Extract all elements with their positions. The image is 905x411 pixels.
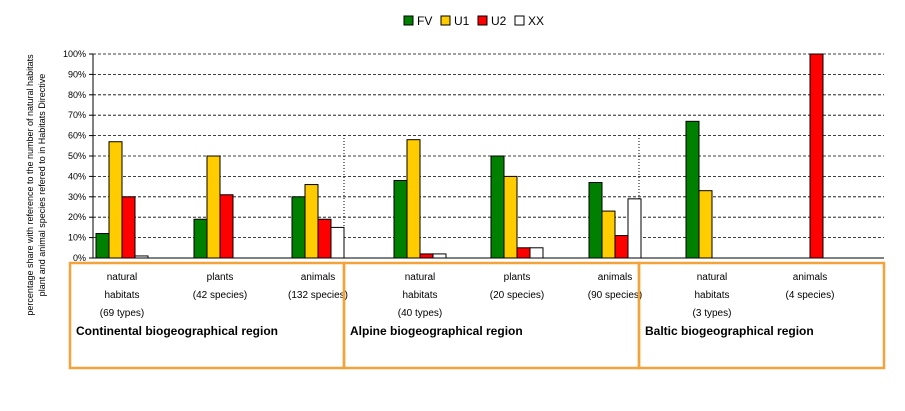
bar-u1-r1-g1 [108, 141, 123, 259]
legend-label-xx: XX [528, 14, 544, 28]
group-label: habitats [694, 290, 729, 301]
bar-u1-r2-g3 [601, 210, 616, 259]
group-label: animals [301, 272, 335, 283]
bar-u2-r1-g3 [317, 218, 332, 259]
legend-swatch-fv [403, 15, 414, 26]
y-tick-label: 30% [68, 192, 86, 202]
bar-u2-r1-g1 [121, 196, 136, 259]
bar-u2-r2-g1 [419, 253, 434, 259]
bar-u1-r2-g2 [503, 175, 518, 259]
bar-fv-r2-g1 [393, 179, 408, 259]
region-name: Continental biogeographical region [76, 324, 278, 338]
legend-swatch-u2 [477, 15, 488, 26]
y-axis-ticks: 0% 10% 20% 30% 40% 50% 60% 70% 80% 90% 100% [63, 49, 93, 263]
bar-xx-r1-g3 [330, 226, 345, 259]
y-tick-label: 100% [63, 49, 86, 59]
y-axis-label-line-2: plant and animal species refered to in H… [37, 74, 47, 297]
bar-fv-r1-g1 [95, 233, 110, 259]
y-tick-label: 60% [68, 131, 86, 141]
y-tick-label: 0% [73, 253, 86, 263]
group-label: plants [207, 272, 234, 283]
bar-xx-r2-g2 [529, 247, 544, 259]
bar-fv-r1-g2 [193, 218, 208, 259]
region-boxes: natural habitats (69 types) plants (42 speci… [68, 261, 886, 370]
legend-label-fv: FV [417, 14, 432, 28]
region-box-2 [342, 261, 641, 370]
bar-u2-r2-g3 [614, 235, 629, 259]
y-axis-label-line-1: percentage share with reference to the n… [25, 54, 35, 316]
region-name: Baltic biogeographical region [645, 324, 814, 338]
group-label: (3 types) [693, 308, 732, 319]
y-tick-label: 10% [68, 233, 86, 243]
y-tick-label: 50% [68, 151, 86, 161]
bar-u1-r1-g3 [304, 184, 319, 259]
group-label: animals [793, 272, 827, 283]
group-label: (20 species) [490, 290, 544, 301]
legend: FV U1 U2 XX [403, 14, 544, 28]
group-label: animals [598, 272, 632, 283]
bar-u2-r1-g2 [219, 194, 234, 259]
group-label: (42 species) [193, 290, 247, 301]
bars [95, 53, 824, 259]
y-tick-label: 90% [68, 69, 86, 79]
group-label: (132 species) [288, 290, 348, 301]
group-label: natural [405, 272, 436, 283]
group-label: habitats [402, 290, 437, 301]
group-label: (69 types) [100, 308, 144, 319]
bar-xx-r2-g1 [432, 253, 447, 259]
legend-swatch-u1 [440, 15, 451, 26]
bar-fv-r3-g1 [685, 120, 700, 259]
region-box-3 [637, 261, 886, 370]
group-label: plants [504, 272, 531, 283]
y-tick-label: 20% [68, 212, 86, 222]
region-name: Alpine biogeographical region [350, 324, 523, 338]
bar-fv-r2-g3 [588, 182, 603, 259]
bar-fv-r2-g2 [490, 155, 505, 259]
bar-fv-r1-g3 [291, 196, 306, 259]
bar-xx-r2-g3 [627, 198, 642, 259]
bar-u2-r2-g2 [516, 247, 531, 259]
group-label: natural [107, 272, 138, 283]
bar-u1-r2-g1 [406, 139, 421, 259]
y-axis-label: percentage share with reference to the n… [25, 54, 47, 316]
y-tick-label: 80% [68, 90, 86, 100]
y-tick-label: 70% [68, 110, 86, 120]
group-label: (4 species) [786, 290, 835, 301]
y-tick-label: 40% [68, 171, 86, 181]
group-label: (90 species) [588, 290, 642, 301]
legend-swatch-xx [514, 15, 525, 26]
gridlines [93, 53, 884, 239]
legend-label-u1: U1 [454, 14, 470, 28]
legend-label-u2: U2 [491, 14, 507, 28]
bar-u1-r1-g2 [206, 155, 221, 259]
axes [92, 54, 884, 259]
group-label: (40 types) [398, 308, 442, 319]
bar-u1-r3-g1 [698, 190, 713, 259]
bar-u2-r3-g2 [809, 53, 824, 259]
group-label: habitats [104, 290, 139, 301]
group-label: natural [697, 272, 728, 283]
